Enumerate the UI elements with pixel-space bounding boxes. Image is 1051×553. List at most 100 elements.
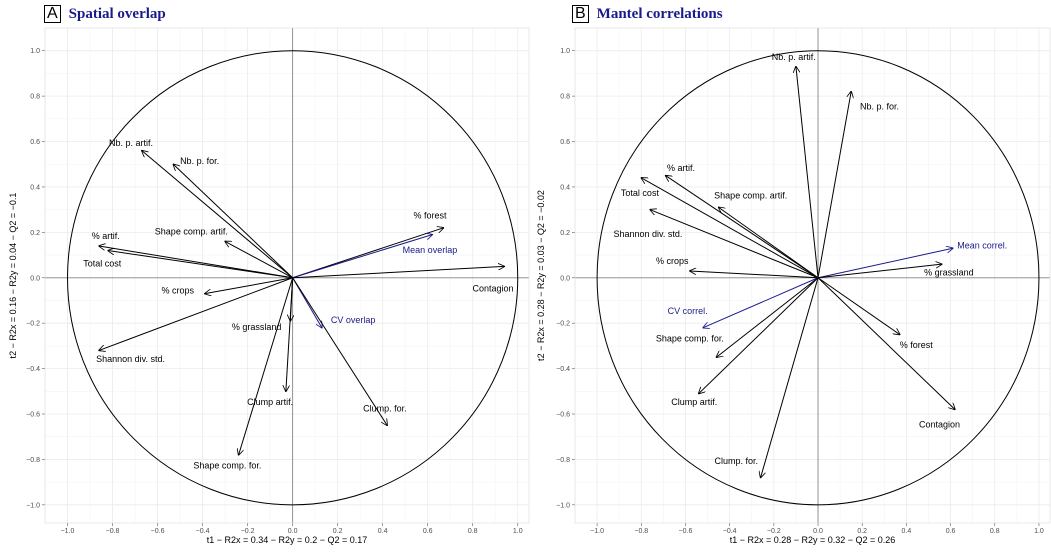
x-tick-label: −0.6	[679, 528, 693, 535]
y-tick-label: 0.0	[560, 275, 570, 282]
arrow-label: Shape comp. artif.	[155, 227, 228, 237]
variable-arrow	[666, 176, 819, 279]
x-tick-label: 0.6	[423, 528, 433, 535]
arrow-label: CV overlap	[331, 315, 376, 325]
y-tick-label: −0.6	[556, 412, 570, 419]
arrow-label: Mean correl.	[957, 240, 1007, 250]
plot-border	[574, 27, 1051, 524]
arrow-label: % forest	[413, 211, 447, 221]
y-axis-title: t2 − R2x = 0.28 − R2y = 0.03 − Q2 = −0.0…	[536, 190, 546, 361]
y-tick-label: 0.4	[560, 184, 570, 191]
unit-circle	[596, 50, 1040, 506]
x-tick-label: 0.4	[902, 528, 912, 535]
arrow-label: Shannon div. std.	[96, 354, 165, 364]
response-arrow	[817, 248, 953, 279]
x-tick-label: 1.0	[513, 528, 523, 535]
arrow-label: Nb. p. artif.	[772, 52, 816, 62]
variable-arrow	[817, 277, 955, 410]
arrow-label: Nb. p. for.	[860, 102, 899, 112]
x-tick-label: −0.4	[723, 528, 737, 535]
arrow-label: Clump artif.	[247, 397, 293, 407]
y-axis-title: t2 − R2x = 0.16 − R2y = 0.04 − Q2 = −0.1	[8, 193, 18, 359]
arrow-label: % crops	[162, 286, 195, 296]
arrow-label: % crops	[656, 256, 689, 266]
correlation-circle-chart: −1.0 −0.8 −0.6 −0.4 −0.2 0.0 0.2 0.4 0.6 0.8 1.0 −1…	[8, 27, 530, 545]
y-tick-label: 0.8	[560, 94, 570, 101]
panel-spatial-overlap: A Spatial overlap −1.0 −0.8 −0.6 −0.4 −0.2 0.…	[8, 3, 530, 545]
panel-mantel-correlations: B Mantel correlations −1.0 −0.8 −0.6 −0.4 −0…	[530, 0, 1051, 553]
arrow-label: CV correl.	[668, 306, 708, 316]
arrow-label: % grassland	[924, 268, 974, 278]
y-tick-label: 0.2	[30, 230, 40, 237]
response-arrow	[703, 277, 819, 328]
x-tick-label: 0.0	[288, 528, 298, 535]
x-tick-label: −0.8	[106, 528, 120, 535]
arrow-label: Shape comp. artif.	[714, 190, 787, 200]
x-tick-label: −0.8	[634, 528, 648, 535]
variable-arrow	[292, 228, 444, 279]
x-tick-label: 0.2	[857, 528, 867, 535]
variable-arrow	[286, 277, 294, 392]
y-tick-label: 1.0	[30, 48, 40, 55]
arrow-label: Contagion	[919, 420, 960, 430]
x-tick-label: −1.0	[590, 528, 604, 535]
arrow-label: % artif.	[667, 163, 695, 173]
chart-title: Spatial overlap	[68, 5, 166, 22]
arrow-label: % grassland	[232, 322, 282, 332]
y-tick-label: 0.6	[30, 139, 40, 146]
variable-arrow	[205, 277, 293, 294]
y-tick-label: 0.2	[560, 230, 570, 237]
arrow-label: Shape comp. for.	[193, 461, 261, 471]
y-tick-label: 0.0	[30, 275, 40, 282]
variable-arrow	[716, 277, 819, 357]
panel-header: B Mantel correlations	[572, 3, 723, 25]
x-tick-label: −0.2	[767, 528, 781, 535]
arrow-label: % artif.	[92, 231, 120, 241]
variable-arrow	[761, 277, 819, 478]
variable-arrow	[108, 251, 293, 279]
x-tick-label: −0.4	[196, 528, 210, 535]
x-tick-label: 0.4	[378, 528, 388, 535]
variable-arrow	[292, 277, 388, 426]
variable-arrow	[650, 210, 819, 279]
y-tick-label: −1.0	[26, 502, 40, 509]
y-tick-label: −0.6	[26, 412, 40, 419]
arrow-label: % forest	[900, 340, 934, 350]
y-tick-label: 1.0	[560, 48, 570, 55]
variable-arrow	[99, 277, 293, 351]
variable-arrow	[690, 271, 819, 279]
x-axis-title: t1 − R2x = 0.34 − R2y = 0.2 − Q2 = 0.17	[207, 535, 368, 545]
arrow-label: Clump artif.	[671, 397, 717, 407]
variable-arrow	[225, 241, 293, 279]
x-tick-label: −0.6	[151, 528, 165, 535]
arrow-label: Contagion	[472, 283, 513, 293]
x-tick-label: 0.2	[333, 528, 343, 535]
variable-arrow	[817, 264, 942, 279]
y-tick-label: 0.4	[30, 184, 40, 191]
x-tick-label: 0.6	[946, 528, 956, 535]
variable-arrow	[796, 67, 819, 278]
arrow-label: Total cost	[83, 258, 122, 268]
variable-arrow	[239, 277, 294, 455]
y-tick-label: −0.2	[26, 321, 40, 328]
arrow-label: Nb. p. for.	[180, 156, 219, 166]
arrow-label: Total cost	[621, 188, 660, 198]
variable-arrow	[641, 178, 819, 279]
y-tick-label: −0.4	[26, 366, 40, 373]
chart-title: Mantel correlations	[596, 5, 723, 22]
x-tick-label: 0.8	[468, 528, 478, 535]
arrow-label: Mean overlap	[403, 245, 458, 255]
variable-arrow	[292, 266, 505, 279]
variable-arrow	[719, 207, 819, 279]
plot-border	[44, 27, 530, 524]
arrow-label: Nb. p. artif.	[109, 138, 153, 148]
x-tick-label: 1.0	[1034, 528, 1044, 535]
y-tick-label: −0.8	[26, 457, 40, 464]
y-tick-label: 0.8	[30, 94, 40, 101]
arrow-label: Shannon div. std.	[613, 229, 682, 239]
x-tick-label: −1.0	[61, 528, 75, 535]
response-arrow	[292, 235, 433, 279]
variable-arrow	[817, 92, 851, 278]
y-tick-label: 0.6	[560, 139, 570, 146]
panel-header: A Spatial overlap	[44, 3, 166, 25]
